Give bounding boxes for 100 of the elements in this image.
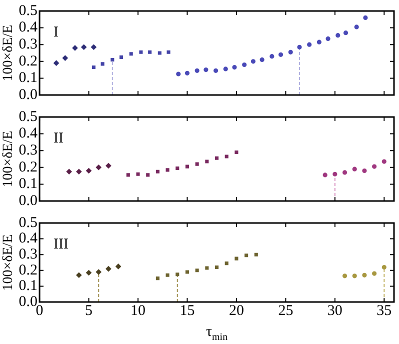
point — [244, 254, 248, 258]
point — [362, 272, 367, 278]
y-tick-label: 0.2 — [18, 159, 38, 176]
point — [297, 44, 302, 50]
y-tick-label: 0.1 — [18, 70, 38, 86]
point — [146, 173, 150, 177]
point — [382, 159, 386, 164]
x-tick-label: 10 — [130, 302, 146, 319]
point — [91, 44, 96, 50]
point — [352, 166, 357, 172]
point — [185, 164, 190, 168]
y-axis-title: 100×δE/E — [1, 24, 16, 82]
y-tick-label: 0.1 — [18, 176, 38, 192]
point — [215, 156, 219, 160]
point — [322, 172, 328, 178]
point — [372, 164, 377, 169]
point — [185, 270, 190, 274]
y-axis-title: 100×δE/E — [1, 130, 16, 188]
point — [362, 168, 367, 174]
x-tick-label: 35 — [376, 302, 392, 319]
point — [76, 168, 82, 174]
point — [86, 270, 92, 276]
point — [110, 58, 114, 62]
point — [242, 62, 247, 68]
point — [224, 262, 228, 266]
point — [166, 168, 170, 172]
point — [195, 162, 199, 166]
y-tick-label: 0.1 — [18, 278, 38, 294]
point — [307, 42, 312, 47]
point — [194, 68, 200, 73]
point — [215, 265, 219, 270]
point — [100, 62, 104, 66]
point — [158, 51, 162, 55]
y-tick-label: 0.3 — [18, 36, 38, 53]
point — [213, 68, 218, 73]
point — [156, 276, 160, 280]
point — [176, 72, 181, 76]
y-tick-label: 0.2 — [18, 262, 38, 278]
x-tick-label: 0 — [36, 302, 44, 319]
point — [254, 252, 258, 256]
point — [316, 40, 322, 44]
y-tick-label: 0.3 — [18, 142, 38, 159]
x-tick-label: 30 — [327, 302, 342, 319]
point — [92, 66, 96, 70]
x-tick-label: 20 — [228, 302, 244, 319]
x-tick-label: 5 — [85, 302, 93, 319]
point — [129, 52, 133, 56]
y-tick-label: 0.5 — [18, 214, 38, 231]
point — [120, 55, 124, 59]
y-tick-label: 0.5 — [18, 2, 38, 19]
point — [234, 256, 238, 260]
point — [270, 54, 274, 59]
point — [260, 57, 264, 62]
point — [96, 269, 102, 275]
point — [156, 170, 160, 174]
y-tick-label: 0.5 — [18, 108, 38, 125]
y-tick-label: 0.0 — [18, 192, 38, 209]
point — [232, 64, 237, 70]
annotation: II — [54, 130, 64, 146]
point — [76, 272, 82, 278]
point — [352, 274, 357, 278]
point — [205, 266, 209, 270]
point — [62, 55, 68, 61]
point — [116, 264, 122, 270]
x-tick-label: 15 — [180, 302, 195, 319]
annotation: III — [54, 236, 69, 252]
point — [54, 60, 59, 66]
point — [106, 163, 112, 168]
point — [342, 274, 348, 278]
point — [86, 168, 92, 174]
point — [205, 160, 209, 164]
point — [223, 66, 228, 72]
y-tick-label: 0.4 — [18, 230, 38, 247]
point — [278, 52, 284, 57]
x-tick-label: 25 — [278, 302, 294, 319]
point — [336, 33, 340, 38]
point — [382, 264, 386, 270]
point — [195, 268, 199, 272]
point — [96, 164, 102, 170]
annotation: I — [54, 24, 59, 40]
y-tick-label: 0.4 — [18, 126, 38, 142]
point — [342, 170, 348, 175]
point — [72, 45, 78, 51]
point — [81, 44, 87, 50]
point — [224, 154, 228, 158]
y-tick-label: 0.0 — [18, 86, 38, 103]
point — [106, 266, 112, 272]
y-tick-label: 0.3 — [18, 246, 38, 263]
point — [288, 50, 293, 54]
point — [363, 15, 368, 20]
point — [176, 272, 180, 276]
point — [234, 150, 238, 154]
point — [66, 168, 72, 174]
point — [354, 24, 359, 30]
y-tick-label: 0.2 — [18, 53, 38, 70]
point — [126, 173, 130, 177]
point — [343, 30, 348, 36]
point — [166, 273, 170, 277]
point — [250, 59, 256, 64]
point — [166, 50, 170, 54]
